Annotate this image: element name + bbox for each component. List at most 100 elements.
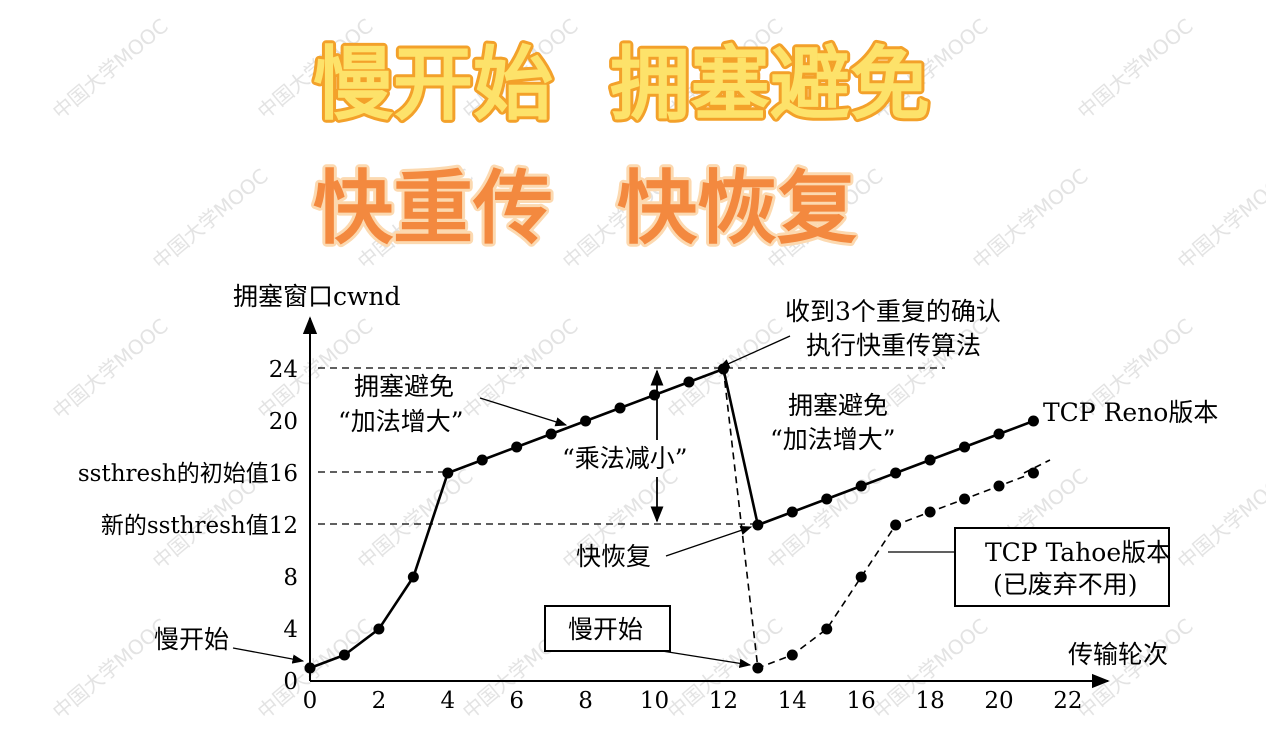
series-tahoe-extension — [1023, 459, 1051, 474]
reno-point — [511, 441, 523, 453]
slow-start-pointer-1 — [232, 647, 305, 664]
reno-point — [649, 389, 660, 401]
reno-point — [821, 493, 833, 505]
x-tick-label: 4 — [440, 688, 455, 714]
reno-point — [924, 454, 936, 466]
x-tick-label: 0 — [303, 688, 318, 714]
title-line-2: 快重传 快恢复 — [310, 159, 860, 258]
watermark-text: 中国大学MOOC — [148, 164, 273, 274]
title-line-1: 慢开始 拥塞避免 — [310, 35, 933, 134]
reno-point — [373, 623, 385, 635]
y-tick-label: 0 — [283, 669, 298, 695]
multiplicative-decrease-arrow: “乘法减小” — [562, 369, 688, 523]
x-tick-label: 16 — [847, 688, 876, 714]
fast-recovery-label: 快恢复 — [576, 542, 651, 571]
tahoe-point — [855, 571, 867, 583]
reno-point — [407, 571, 419, 583]
series-tahoe-points — [752, 467, 1039, 674]
watermark-text: 中国大学MOOC — [1173, 164, 1266, 274]
slow-start-box — [544, 605, 671, 652]
tahoe-point — [786, 649, 798, 661]
watermark-text: 中国大学MOOC — [1073, 14, 1198, 124]
tahoe-point — [993, 480, 1005, 492]
y-tick-label: 24 — [269, 357, 298, 383]
reno-point — [683, 376, 695, 388]
x-tick-label: 8 — [578, 688, 593, 714]
y-tick-label: 4 — [283, 617, 298, 643]
dup-ack-line2: 执行快重传算法 — [806, 331, 981, 360]
watermark-text: 中国大学MOOC — [968, 164, 1093, 274]
watermark-text: 中国大学MOOC — [763, 464, 888, 574]
tahoe-box — [954, 527, 1170, 607]
reno-point — [442, 467, 454, 479]
x-tick-label: 22 — [1053, 688, 1082, 714]
y-tick-label: 新的ssthresh值12 — [101, 513, 298, 539]
reno-point — [476, 454, 488, 466]
watermark-text: 中国大学MOOC — [48, 314, 173, 424]
reference-lines — [318, 367, 945, 525]
tahoe-point — [1027, 467, 1039, 479]
title-fast-recovery: 快恢复 — [617, 162, 857, 255]
slow-start-pointer-2 — [661, 650, 752, 668]
reno-point — [614, 402, 626, 414]
x-tick-label: 6 — [509, 688, 524, 714]
title-fast-retransmit: 快重传 — [313, 162, 553, 255]
ca-label-1-line2: “加法增大” — [338, 407, 464, 436]
tahoe-point — [924, 506, 936, 518]
x-tick-label: 20 — [984, 688, 1013, 714]
y-tick-labels: 0 4 8 新的ssthresh值12 ssthresh的初始值16 20 24 — [78, 357, 298, 695]
y-tick-label: ssthresh的初始值16 — [78, 461, 298, 487]
reno-point — [580, 415, 592, 427]
tahoe-series-label: TCP Tahoe版本 — [985, 538, 1171, 567]
series-tahoe — [722, 368, 1051, 674]
x-tick-label: 10 — [640, 688, 669, 714]
watermark-text: 中国大学MOOC — [1173, 464, 1266, 574]
y-axis-label: 拥塞窗口cwnd — [233, 282, 401, 311]
tahoe-series-note: (已废弃不用) — [993, 570, 1138, 599]
tahoe-point — [752, 662, 764, 674]
reno-point — [993, 428, 1005, 440]
watermark-text: 中国大学MOOC — [458, 314, 583, 424]
tahoe-point — [959, 493, 971, 505]
dup-ack-line1: 收到3个重复的确认 — [785, 297, 1001, 326]
slow-start-label-1: 慢开始 — [154, 625, 229, 654]
fast-recovery-pointer — [665, 525, 753, 557]
ca-label-2-line1: 拥塞避免 — [788, 391, 888, 420]
series-reno-line — [309, 367, 1034, 670]
reno-point — [752, 519, 764, 531]
x-tick-label: 12 — [709, 688, 738, 714]
series-tahoe-line — [722, 368, 1034, 670]
x-tick-label: 18 — [915, 688, 944, 714]
reno-point — [1027, 415, 1039, 427]
reno-point — [545, 428, 557, 440]
y-tick-label: 20 — [269, 409, 298, 435]
slow-start-label-2: 慢开始 — [568, 615, 643, 644]
annotations: 慢开始 拥塞避免 “加法增大” 收到3个重复的确认 执行快重传算法 拥塞避免 “… — [154, 297, 1218, 668]
title-congestion-avoidance: 拥塞避免 — [610, 38, 930, 131]
reno-point — [890, 467, 902, 479]
reno-point — [855, 480, 867, 492]
ca-pointer-1 — [479, 397, 568, 427]
ca-label-2-line2: “加法增大” — [770, 425, 896, 454]
reno-point — [959, 441, 971, 453]
x-tick-label: 2 — [372, 688, 387, 714]
reno-point — [786, 506, 798, 518]
ca-label-1-line1: 拥塞避免 — [354, 372, 454, 401]
axes: 拥塞窗口cwnd 传输轮次 — [233, 282, 1168, 689]
x-tick-label: 14 — [778, 688, 807, 714]
watermark-text: 中国大学MOOC — [353, 464, 478, 574]
x-axis-label: 传输轮次 — [1068, 640, 1168, 669]
watermark-text: 中国大学MOOC — [48, 14, 173, 124]
multiplicative-decrease-label: “乘法减小” — [562, 444, 688, 473]
reno-point — [338, 649, 350, 661]
reno-series-label: TCP Reno版本 — [1043, 398, 1218, 427]
series-reno-points — [304, 363, 1039, 674]
title-slow-start: 慢开始 — [313, 38, 553, 131]
reno-point — [304, 662, 316, 674]
dup-ack-pointer — [717, 335, 791, 369]
y-tick-label: 8 — [283, 565, 298, 591]
tahoe-point — [890, 519, 902, 531]
series-reno — [304, 363, 1039, 674]
x-tick-labels: 0 2 4 6 8 10 12 14 16 18 20 22 — [303, 688, 1083, 714]
